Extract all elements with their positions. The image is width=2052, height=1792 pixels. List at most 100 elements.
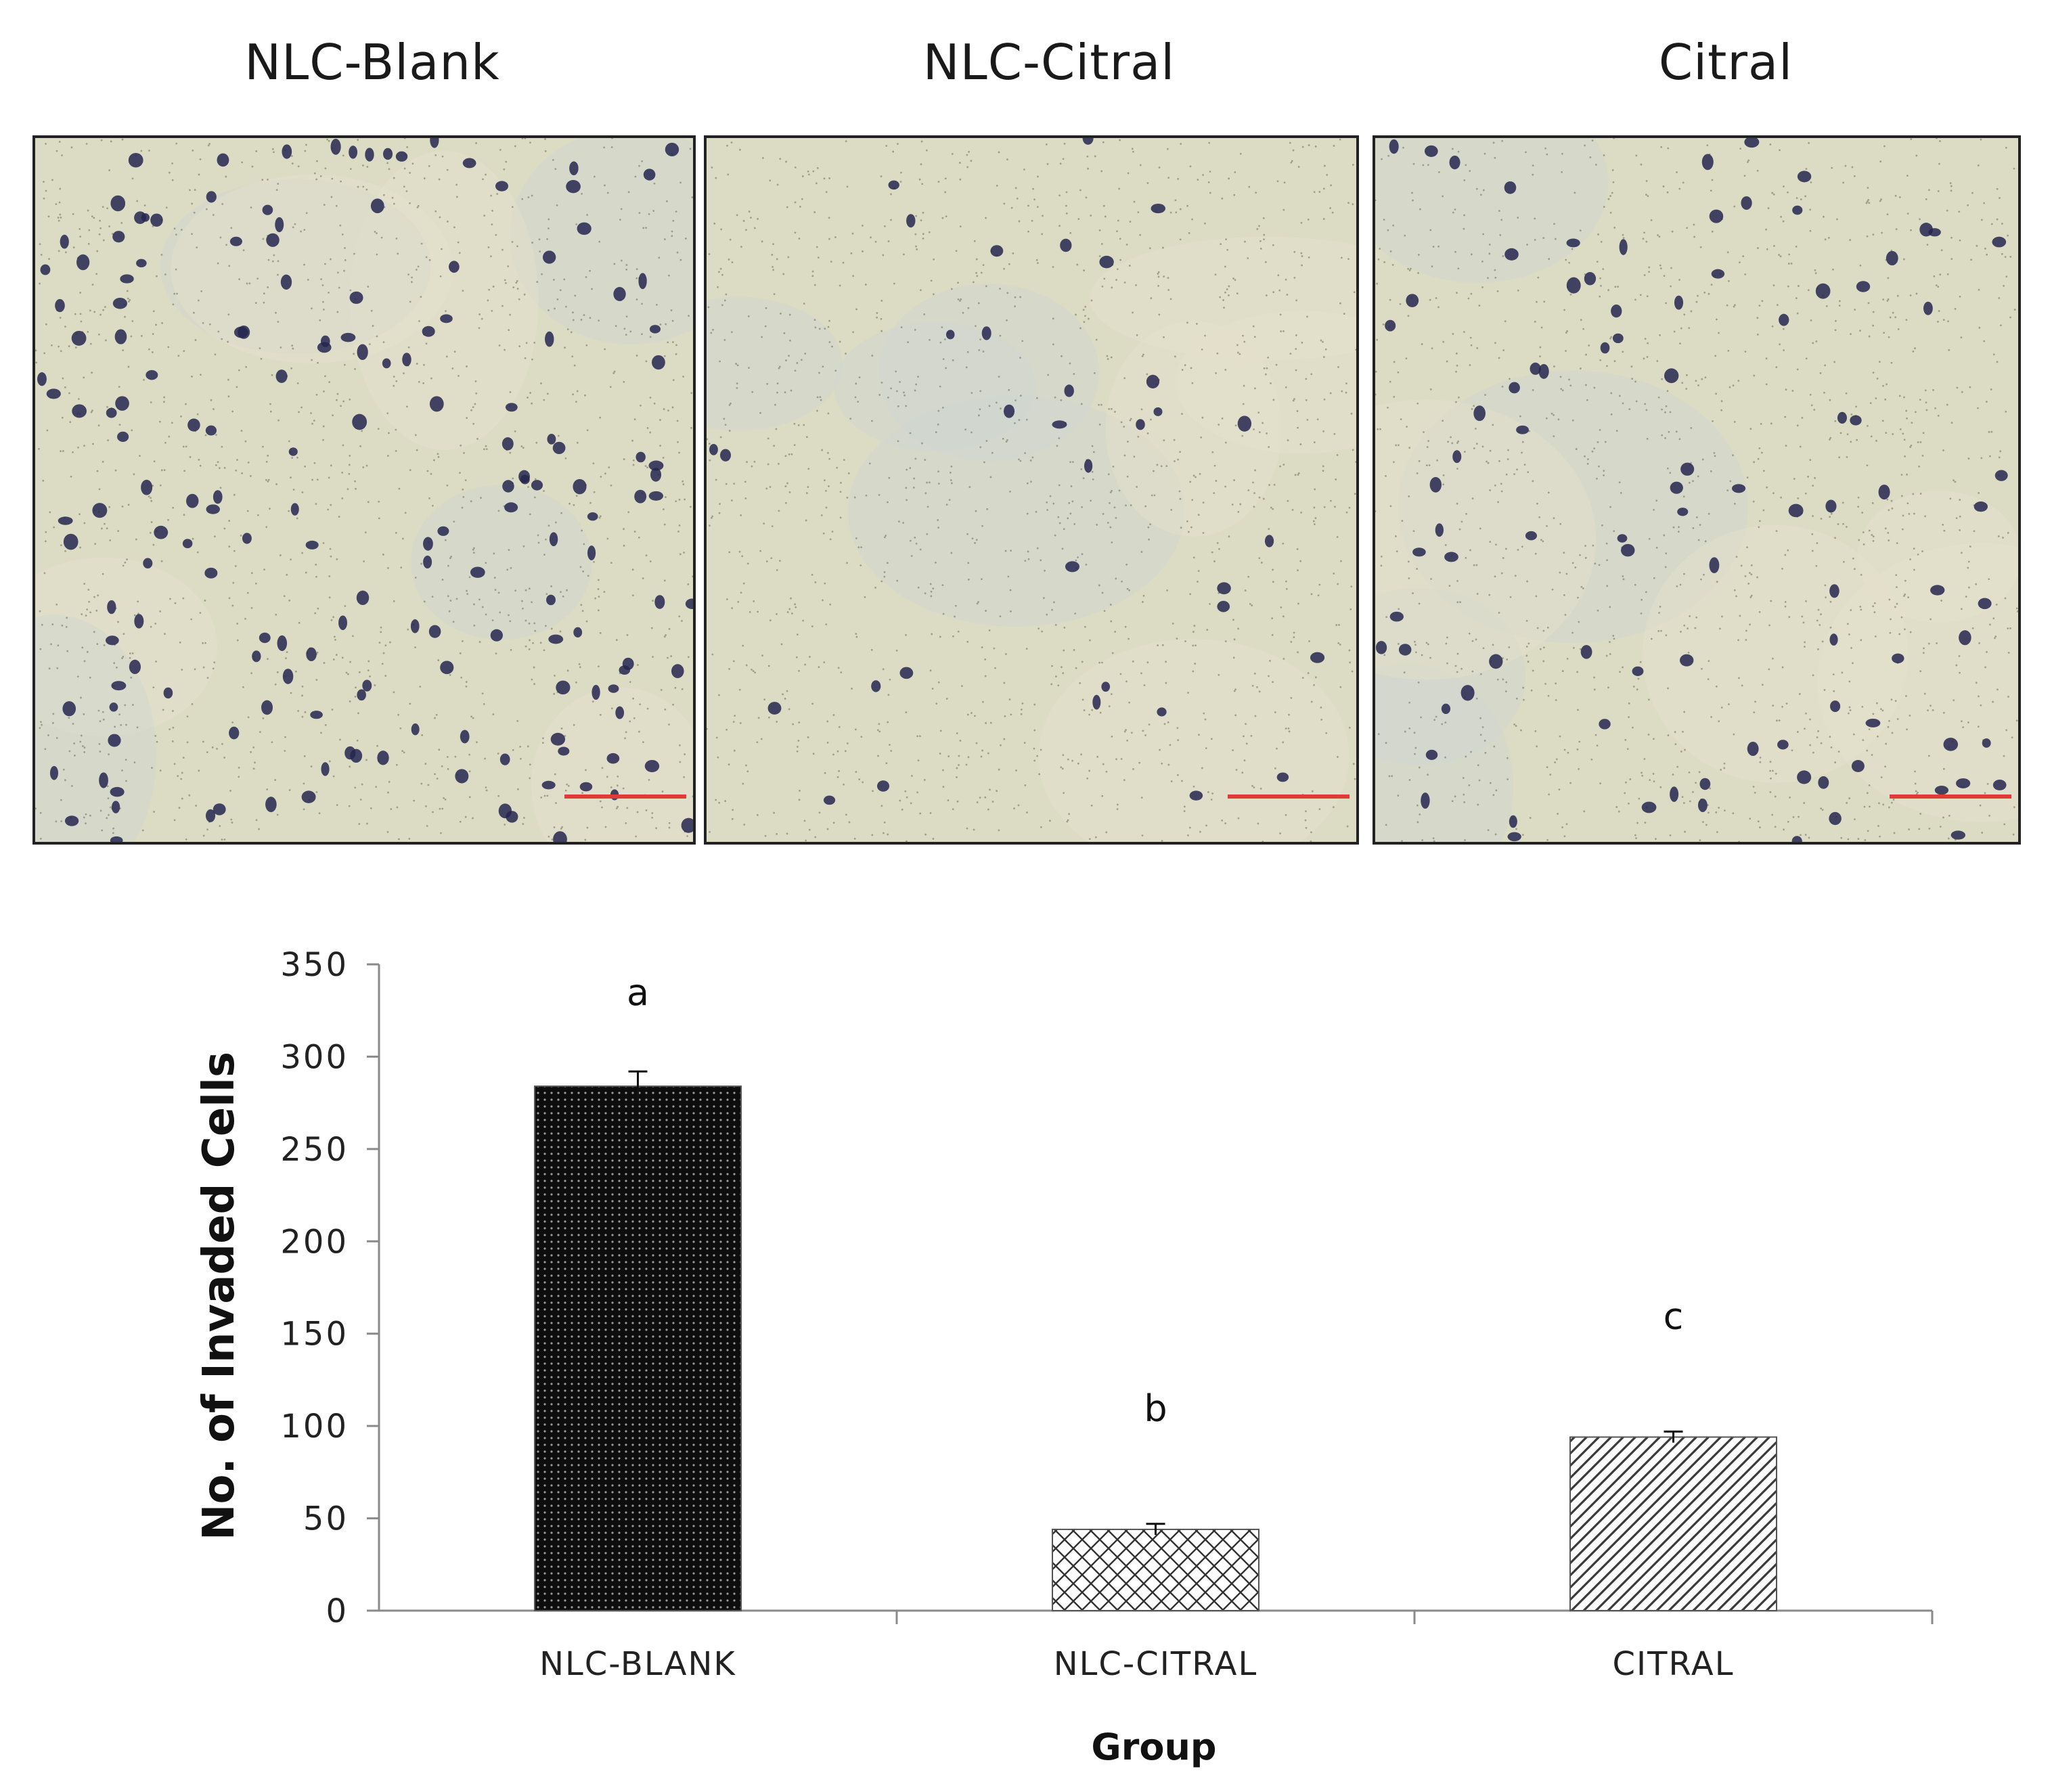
- micrograph-speckle: [129, 656, 131, 659]
- micrograph-speckle: [1839, 432, 1842, 434]
- micrograph-speckle: [124, 704, 127, 707]
- micrograph-speckle: [1733, 733, 1735, 736]
- micrograph-speckle: [1408, 779, 1411, 781]
- micrograph-speckle: [839, 284, 841, 287]
- micrograph-speckle: [1000, 744, 1002, 746]
- micrograph-speckle: [811, 270, 814, 273]
- micrograph-speckle: [665, 496, 667, 498]
- micrograph-speckle: [1219, 296, 1222, 298]
- micrograph-speckle: [1615, 806, 1618, 808]
- micrograph-speckle: [228, 520, 231, 522]
- micrograph-speckle: [108, 506, 111, 508]
- micrograph-speckle: [208, 143, 210, 145]
- invaded-cell: [58, 516, 73, 525]
- micrograph-speckle: [977, 414, 980, 417]
- micrograph-speckle: [1720, 409, 1723, 411]
- micrograph-speckle: [914, 537, 916, 539]
- micrograph-speckle: [1095, 338, 1098, 341]
- micrograph-speckle: [1228, 285, 1230, 288]
- micrograph-speckle: [670, 655, 673, 658]
- micrograph-speckle: [847, 472, 850, 474]
- micrograph-speckle: [717, 286, 719, 288]
- micrograph-speckle: [1545, 417, 1548, 420]
- micrograph-speckle: [1575, 448, 1578, 450]
- micrograph-speckle: [1414, 746, 1417, 749]
- micrograph-speckle: [1325, 732, 1328, 734]
- micrograph-speckle: [952, 808, 954, 811]
- micrograph-speckle: [617, 775, 619, 778]
- micrograph-speckle: [855, 382, 857, 385]
- micrograph-speckle: [1198, 734, 1200, 736]
- micrograph-speckle: [730, 141, 733, 143]
- micrograph-speckle: [594, 175, 596, 178]
- micrograph-speckle: [982, 264, 985, 267]
- micrograph-speckle: [1925, 198, 1927, 200]
- micrograph-speckle: [1475, 564, 1478, 566]
- micrograph-speckle: [55, 737, 58, 739]
- micrograph-speckle: [887, 397, 889, 399]
- micrograph-speckle: [1352, 763, 1355, 765]
- micrograph-speckle: [1783, 349, 1785, 351]
- micrograph-speckle: [1643, 274, 1646, 276]
- micrograph-speckle: [449, 673, 451, 676]
- micrograph-speckle: [1574, 192, 1576, 194]
- micrograph-speckle: [1463, 801, 1466, 803]
- micrograph-speckle: [97, 709, 100, 712]
- micrograph-speckle: [1132, 768, 1134, 770]
- invaded-cell: [259, 632, 271, 644]
- micrograph-speckle: [441, 155, 444, 158]
- micrograph-speckle: [1784, 416, 1787, 418]
- invaded-cell: [370, 198, 384, 214]
- micrograph-speckle: [967, 579, 970, 581]
- micrograph-speckle: [1254, 715, 1257, 717]
- micrograph-speckle: [790, 612, 793, 614]
- micrograph-speckle: [1073, 649, 1075, 651]
- invaded-cell: [1092, 694, 1101, 710]
- micrograph-speckle: [495, 233, 497, 236]
- micrograph-speckle: [1109, 604, 1112, 606]
- micrograph-speckle: [1224, 291, 1226, 294]
- micrograph-speckle: [210, 399, 213, 401]
- micrograph-speckle: [323, 204, 326, 206]
- micrograph-speckle: [887, 694, 890, 696]
- micrograph-speckle: [606, 776, 608, 778]
- micrograph-speckle: [1027, 204, 1029, 207]
- micrograph-speckle: [1425, 642, 1428, 644]
- micrograph-speckle: [1475, 443, 1478, 445]
- micrograph-speckle: [1792, 815, 1795, 818]
- micrograph-speckle: [1872, 233, 1875, 236]
- micrograph-speckle: [1653, 780, 1655, 783]
- micrograph-speckle: [1978, 326, 1981, 329]
- micrograph-speckle: [1393, 361, 1396, 363]
- micrograph-speckle: [1768, 668, 1770, 671]
- micrograph-speckle: [238, 278, 240, 281]
- micrograph-speckle: [343, 269, 345, 272]
- micrograph-speckle: [1204, 718, 1207, 721]
- micrograph-speckle: [1224, 640, 1227, 643]
- micrograph-speckle: [1025, 648, 1028, 650]
- micrograph-speckle: [1814, 272, 1817, 275]
- invaded-cell: [213, 490, 223, 504]
- micrograph-speckle: [1955, 664, 1958, 667]
- micrograph-speckle: [749, 610, 751, 613]
- micrograph-speckle: [1652, 738, 1655, 740]
- micrograph-speckle: [403, 185, 405, 188]
- micrograph-speckle: [481, 606, 484, 608]
- micrograph-speckle: [1872, 535, 1875, 538]
- micrograph-speckle: [1959, 671, 1961, 674]
- micrograph-speckle: [1029, 460, 1032, 462]
- micrograph-speckle: [893, 282, 895, 285]
- micrograph-speckle: [930, 279, 933, 282]
- micrograph-speckle: [1310, 373, 1313, 376]
- micrograph-speckle: [1990, 388, 1992, 390]
- micrograph-speckle: [711, 515, 714, 518]
- micrograph-speckle: [920, 140, 923, 143]
- micrograph-speckle: [968, 486, 971, 489]
- micrograph-speckle: [552, 279, 555, 281]
- micrograph-speckle: [1105, 770, 1108, 773]
- micrograph-speckle: [1869, 402, 1872, 405]
- micrograph-speckle: [547, 227, 550, 229]
- micrograph-speckle: [889, 678, 891, 681]
- invaded-cell: [462, 158, 476, 169]
- micrograph-speckle: [1067, 758, 1069, 761]
